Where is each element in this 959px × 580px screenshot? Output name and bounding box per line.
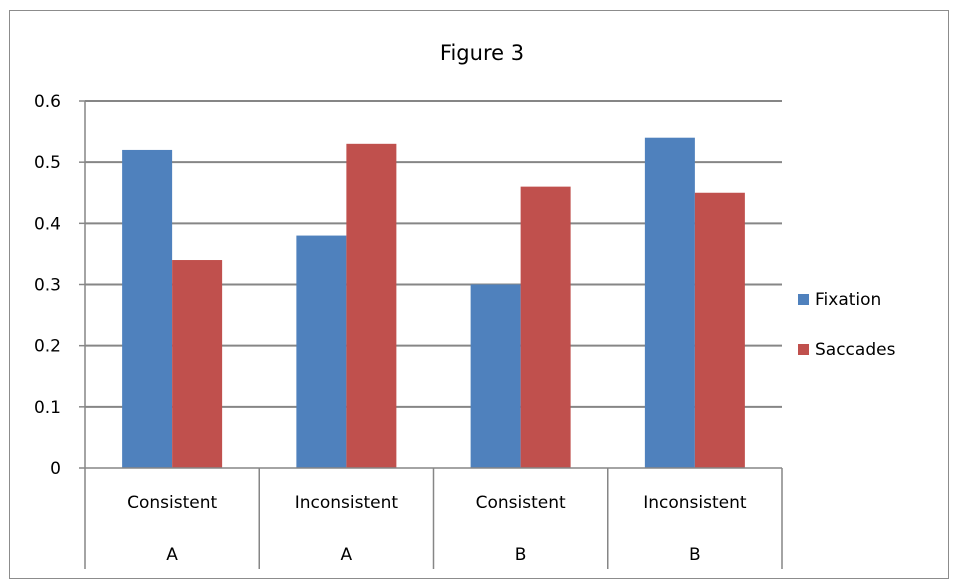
x-category-label: Consistent <box>127 493 217 513</box>
x-category-label: Consistent <box>476 493 566 513</box>
x-category-label: Inconsistent <box>643 493 747 513</box>
bars <box>122 137 745 469</box>
y-axis-ticks: 0 0.1 0.2 0.3 0.4 0.5 0.6 <box>34 92 86 479</box>
y-tick-label: 0.2 <box>34 337 61 357</box>
y-tick-label: 0.1 <box>34 398 61 418</box>
y-tick-label: 0.5 <box>34 153 61 173</box>
bar-fixation <box>122 149 173 468</box>
x-axis: Consistent A Inconsistent A Consistent B Incon… <box>84 467 783 569</box>
bar-fixation <box>644 137 695 468</box>
x-group-label: B <box>689 545 701 565</box>
legend-label-saccades: Saccades <box>815 340 896 360</box>
bar-saccades <box>694 192 745 468</box>
y-tick-label: 0 <box>50 459 61 479</box>
bar-fixation <box>296 235 347 468</box>
bar-saccades <box>346 143 397 469</box>
x-group-label: B <box>515 545 527 565</box>
legend: Fixation Saccades <box>798 290 896 360</box>
y-tick-label: 0.4 <box>34 214 61 234</box>
bar-saccades <box>172 260 223 468</box>
x-group-label: A <box>166 545 178 565</box>
y-tick-label: 0.3 <box>34 276 61 296</box>
x-category-label: Inconsistent <box>295 493 399 513</box>
legend-swatch-fixation <box>798 294 809 305</box>
legend-label-fixation: Fixation <box>815 290 881 310</box>
y-tick-label: 0.6 <box>34 92 61 112</box>
chart-title: Figure 3 <box>440 41 524 65</box>
bar-saccades <box>520 186 571 468</box>
x-group-label: A <box>341 545 353 565</box>
legend-swatch-saccades <box>798 344 809 355</box>
bar-fixation <box>470 284 521 468</box>
